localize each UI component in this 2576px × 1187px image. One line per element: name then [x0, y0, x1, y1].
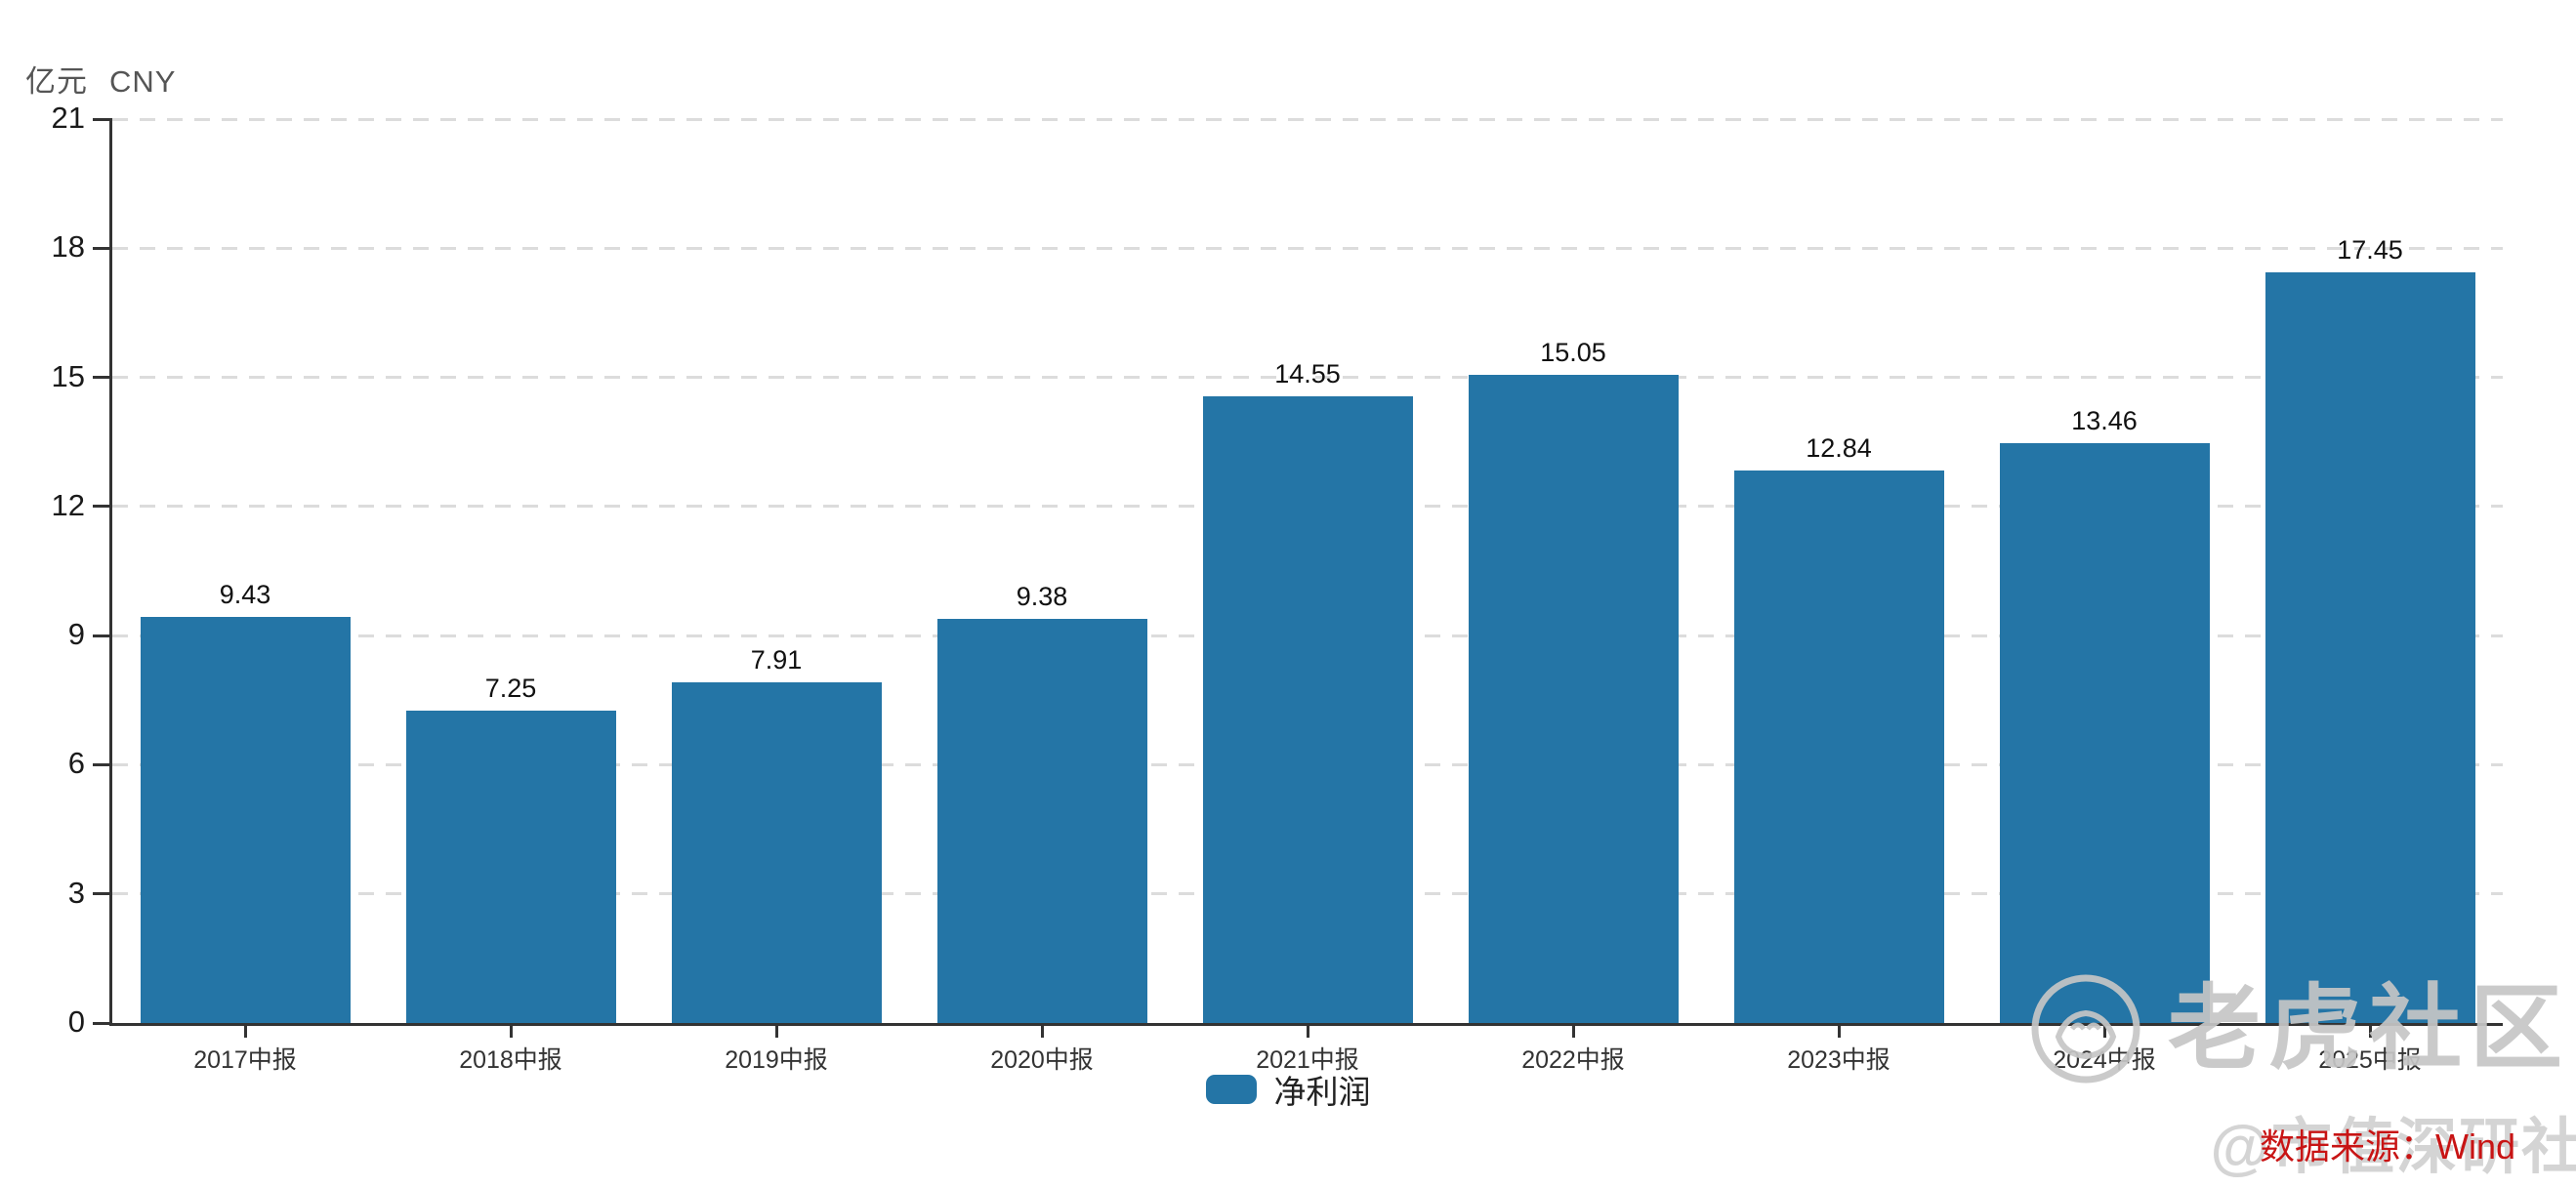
bar-value-label: 7.25 [484, 674, 537, 704]
legend-label[interactable]: 净利润 [1273, 1074, 1371, 1110]
y-tick-mark-6 [93, 762, 112, 766]
y-tick-mark-9 [93, 634, 112, 637]
y-axis-unit-label: 亿元 CNY [25, 57, 176, 101]
y-tick-label-0: 0 [67, 1004, 85, 1039]
bar-value-label: 15.05 [1540, 338, 1606, 368]
x-tick-label-2021中报: 2021中报 [1256, 1046, 1359, 1074]
plot-area: 0 3 6 9 12 15 18 21 9.43 2017中报 7.25 2018中报 7.91 2019… [52, 101, 2503, 1074]
bar-2024中报[interactable] [1999, 443, 2210, 1023]
bar-value-label: 17.45 [2337, 234, 2403, 265]
x-tick-label-2017中报: 2017中报 [193, 1046, 297, 1074]
x-tick-label-2025中报: 2025中报 [2318, 1046, 2422, 1074]
y-tick-label-9: 9 [67, 617, 85, 652]
gridline-y-18 [112, 246, 2503, 250]
bar-value-label: 13.46 [2071, 406, 2138, 436]
x-tick-mark-2020中报 [1040, 1023, 1044, 1038]
bar-2022中报[interactable] [1468, 375, 1679, 1023]
x-tick-mark-2022中报 [1571, 1023, 1575, 1038]
x-tick-label-2018中报: 2018中报 [459, 1046, 562, 1074]
y-tick-label-12: 12 [51, 487, 85, 522]
data-source-label: 数据来源：Wind [2259, 1126, 2515, 1167]
bar-2019中报[interactable] [671, 682, 882, 1023]
x-tick-mark-2019中报 [774, 1023, 778, 1038]
unit-label: 亿元 [25, 64, 88, 99]
x-tick-label-2019中报: 2019中报 [725, 1046, 828, 1074]
bar-2017中报[interactable] [140, 617, 351, 1023]
y-tick-label-6: 6 [67, 746, 85, 781]
y-tick-mark-15 [93, 376, 112, 380]
x-tick-mark-2023中报 [1837, 1023, 1841, 1038]
y-tick-label-3: 3 [67, 875, 85, 910]
bar-2020中报[interactable] [936, 619, 1147, 1023]
currency-label: CNY [109, 64, 177, 99]
legend-swatch[interactable] [1205, 1075, 1257, 1104]
x-tick-mark-2018中报 [509, 1023, 513, 1038]
x-tick-mark-2017中报 [243, 1023, 247, 1038]
bar-value-label: 14.55 [1274, 359, 1341, 389]
bar-value-label: 7.91 [750, 645, 803, 675]
bar-value-label: 9.43 [219, 580, 271, 610]
legend[interactable]: 净利润 [0, 1066, 2576, 1113]
x-tick-label-2020中报: 2020中报 [990, 1046, 1094, 1074]
bar-2023中报[interactable] [1733, 470, 1944, 1023]
y-tick-label-21: 21 [51, 101, 85, 135]
y-tick-label-15: 15 [51, 358, 85, 393]
bar-value-label: 9.38 [1016, 582, 1068, 612]
y-tick-mark-12 [93, 505, 112, 509]
x-tick-mark-2024中报 [2102, 1023, 2106, 1038]
bar-2025中报[interactable] [2264, 271, 2475, 1023]
x-tick-mark-2021中报 [1306, 1023, 1309, 1038]
y-tick-mark-3 [93, 892, 112, 896]
bar-2021中报[interactable] [1202, 396, 1413, 1023]
gridline-y-21 [112, 117, 2503, 121]
y-tick-mark-21 [93, 117, 112, 121]
x-tick-label-2022中报: 2022中报 [1521, 1046, 1625, 1074]
bar-2018中报[interactable] [405, 711, 616, 1023]
gridline-y-15 [112, 376, 2503, 380]
y-tick-mark-18 [93, 246, 112, 250]
y-tick-label-18: 18 [51, 229, 85, 265]
x-tick-mark-2025中报 [2368, 1023, 2372, 1038]
y-tick-mark-0 [93, 1021, 112, 1025]
x-tick-label-2023中报: 2023中报 [1787, 1046, 1890, 1074]
bar-value-label: 12.84 [1806, 432, 1872, 463]
